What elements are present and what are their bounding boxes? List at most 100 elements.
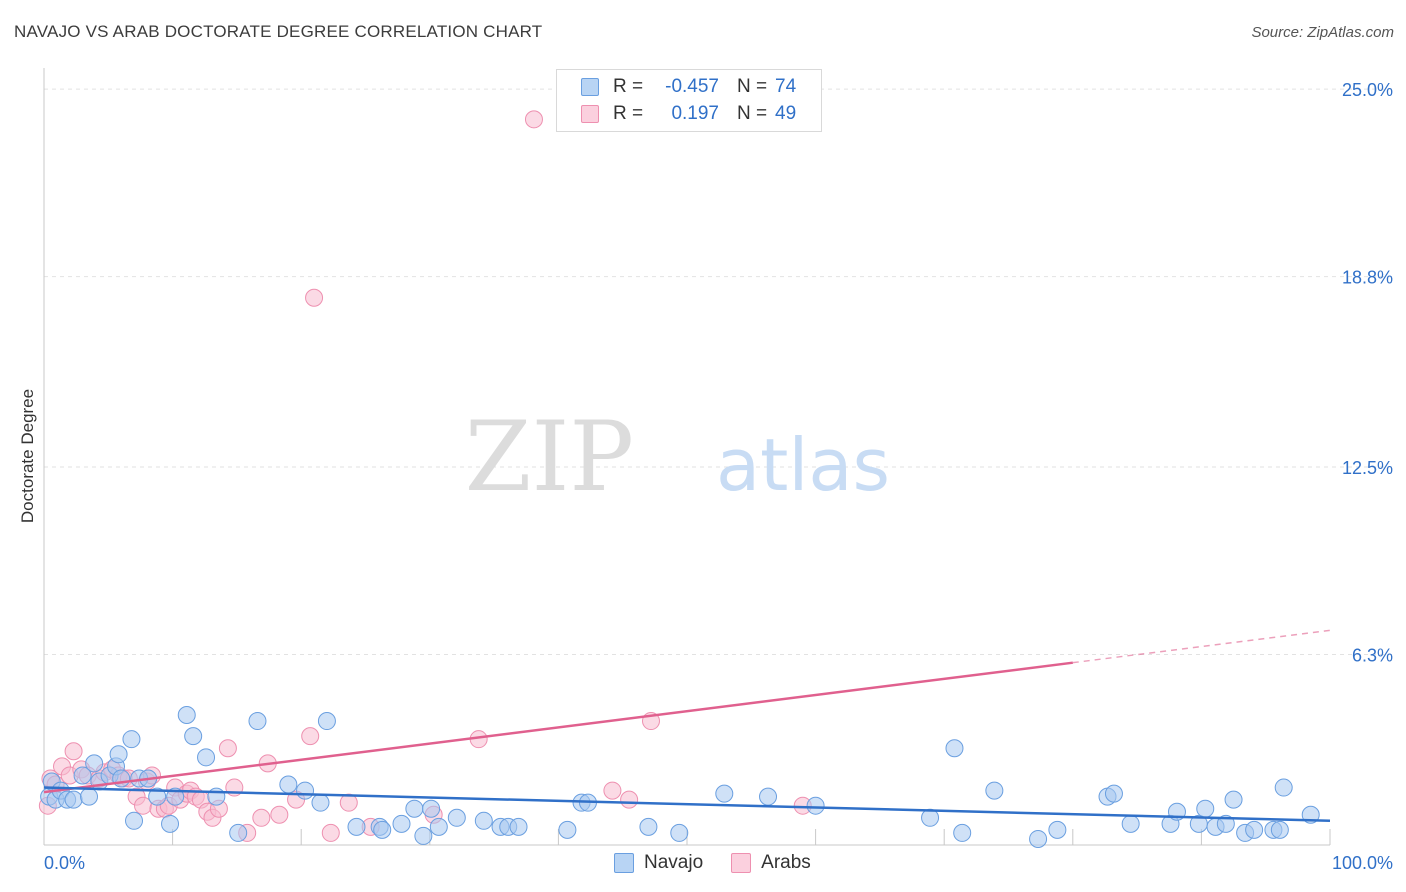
arabs-point <box>252 808 271 827</box>
legend-swatch-arabs <box>581 105 599 123</box>
legend-row-arabs: R = 0.197 N = 49 <box>581 102 796 126</box>
navajo-point <box>1224 790 1243 809</box>
arabs-point <box>603 781 622 800</box>
navajo-point <box>1196 799 1215 818</box>
y-tick-label: 6.3% <box>1352 646 1393 666</box>
navajo-point <box>1029 829 1048 848</box>
navajo-point <box>85 754 104 773</box>
legend-swatch-navajo <box>614 853 634 873</box>
legend-swatch-arabs <box>731 853 752 873</box>
legend-n-value: 49 <box>775 103 797 124</box>
grid-lines <box>44 88 1392 656</box>
arabs-point <box>64 742 83 761</box>
arabs-point <box>218 739 237 758</box>
legend-label-arabs: Arabs <box>761 852 811 873</box>
correlation-legend: R = -0.457 N = 74 R = 0.197 N = 49 <box>556 69 822 132</box>
navajo-point <box>509 817 528 836</box>
watermark-atlas: atlas <box>716 423 890 507</box>
trend-lines <box>43 629 1331 823</box>
navajo-point <box>759 787 778 806</box>
arabs-trend-line <box>43 661 1073 794</box>
legend-n-label: N = <box>737 103 768 124</box>
navajo-point <box>184 727 203 746</box>
navajo-point <box>945 739 964 758</box>
legend-r-value: -0.457 <box>665 76 719 97</box>
navajo-point <box>715 784 734 803</box>
source-label: Source: ZipAtlas.com <box>1251 24 1394 41</box>
navajo-point <box>1274 778 1293 797</box>
navajo-trend-line <box>43 786 1331 823</box>
arabs-point <box>270 805 289 824</box>
arabs-point <box>305 288 324 307</box>
legend-n-label: N = <box>737 76 768 97</box>
navajo-point <box>1245 820 1264 839</box>
legend-n-value: 74 <box>775 76 797 97</box>
navajo-point <box>1048 820 1067 839</box>
navajo-point <box>80 787 99 806</box>
y-tick-label: 25.0% <box>1342 80 1393 100</box>
legend-r-label: R = <box>613 76 644 97</box>
chart-title: NAVAJO VS ARAB DOCTORATE DEGREE CORRELAT… <box>14 22 543 41</box>
navajo-point <box>112 769 131 788</box>
navajo-point <box>73 766 92 785</box>
y-tick-label: 18.8% <box>1342 268 1393 288</box>
navajo-point <box>64 790 83 809</box>
navajo-point <box>447 808 466 827</box>
navajo-point <box>347 817 366 836</box>
navajo-point <box>125 811 144 830</box>
arabs-trend-extension <box>1072 629 1331 664</box>
arabs-point <box>620 790 639 809</box>
navajo-point <box>373 820 392 839</box>
navajo-point <box>317 712 336 731</box>
y-axis-label: Doctorate Degree <box>18 388 37 524</box>
navajo-point <box>422 799 441 818</box>
x-tick-label: 100.0% <box>1332 853 1393 873</box>
legend-row-navajo: R = -0.457 N = 74 <box>581 75 796 99</box>
navajo-point <box>161 814 180 833</box>
navajo-point <box>1270 820 1289 839</box>
series-legend: Navajo Arabs <box>614 852 839 874</box>
axes <box>43 68 1331 846</box>
navajo-point <box>429 817 448 836</box>
navajo-point <box>279 775 298 794</box>
tick-labels: 6.3% 12.5% 18.8% 25.0% 0.0% 100.0% <box>44 80 1393 873</box>
arabs-point <box>339 793 358 812</box>
navajo-point <box>197 748 216 767</box>
legend-r-value: 0.197 <box>671 103 719 124</box>
navajo-point <box>177 705 196 724</box>
navajo-point <box>985 781 1004 800</box>
navajo-point <box>405 799 424 818</box>
legend-label-navajo: Navajo <box>644 852 704 873</box>
legend-item-arabs[interactable]: Arabs <box>731 852 811 874</box>
navajo-point <box>670 823 689 842</box>
x-tick-label: 0.0% <box>44 853 85 873</box>
navajo-point <box>392 814 411 833</box>
navajo-points <box>40 705 1320 848</box>
navajo-point <box>166 787 185 806</box>
navajo-point <box>639 817 658 836</box>
navajo-point <box>474 811 493 830</box>
navajo-point <box>148 787 167 806</box>
arabs-point <box>301 727 320 746</box>
navajo-point <box>109 745 128 764</box>
navajo-point <box>1121 814 1140 833</box>
arabs-point <box>524 110 543 129</box>
watermark-zip: ZIP <box>465 401 634 513</box>
legend-swatch-navajo <box>581 78 599 96</box>
navajo-point <box>806 796 825 815</box>
legend-r-label: R = <box>613 103 644 124</box>
navajo-point <box>248 712 267 731</box>
legend-item-navajo[interactable]: Navajo <box>614 852 703 874</box>
navajo-point <box>296 781 315 800</box>
navajo-point <box>414 826 433 845</box>
arabs-points <box>38 110 812 842</box>
y-tick-label: 12.5% <box>1342 458 1393 478</box>
navajo-point <box>558 820 577 839</box>
navajo-point <box>311 793 330 812</box>
navajo-point <box>122 730 141 749</box>
watermark: ZIP atlas <box>465 401 890 513</box>
navajo-point <box>953 823 972 842</box>
navajo-point <box>229 823 248 842</box>
navajo-point <box>1216 814 1235 833</box>
